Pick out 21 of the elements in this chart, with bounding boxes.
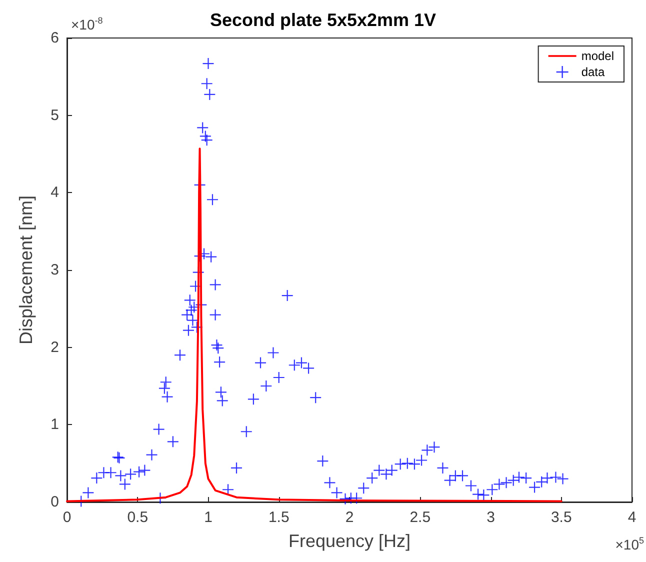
y-tick-label: 0 xyxy=(50,494,59,510)
y-tick-label: 6 xyxy=(50,30,59,46)
x-tick-label: 1 xyxy=(204,509,212,526)
x-tick-label: 0.5 xyxy=(127,509,148,526)
x-tick-label: 2.5 xyxy=(410,509,431,526)
legend-label: data xyxy=(581,65,605,79)
x-tick-label: 0 xyxy=(62,509,72,526)
y-tick-label: 3 xyxy=(50,262,59,278)
y-tick-label: 4 xyxy=(50,184,59,202)
x-axis-title: Frequency [Hz] xyxy=(288,531,411,551)
y-axis-title: Displacement [nm] xyxy=(16,195,36,345)
x-tick-label: 3.5 xyxy=(550,509,572,526)
x-tick-label: 3 xyxy=(486,509,495,526)
y-tick-label: 2 xyxy=(50,338,59,356)
y-tick-label: 1 xyxy=(50,416,59,434)
x-tick-label: 1.5 xyxy=(268,509,290,526)
legend-label: model xyxy=(581,49,614,63)
x-tick-label: 2 xyxy=(345,509,354,526)
x-tick-label: 4 xyxy=(628,509,636,526)
chart-title: Second plate 5x5x2mm 1V xyxy=(210,10,436,30)
y-tick-label: 5 xyxy=(50,106,59,124)
